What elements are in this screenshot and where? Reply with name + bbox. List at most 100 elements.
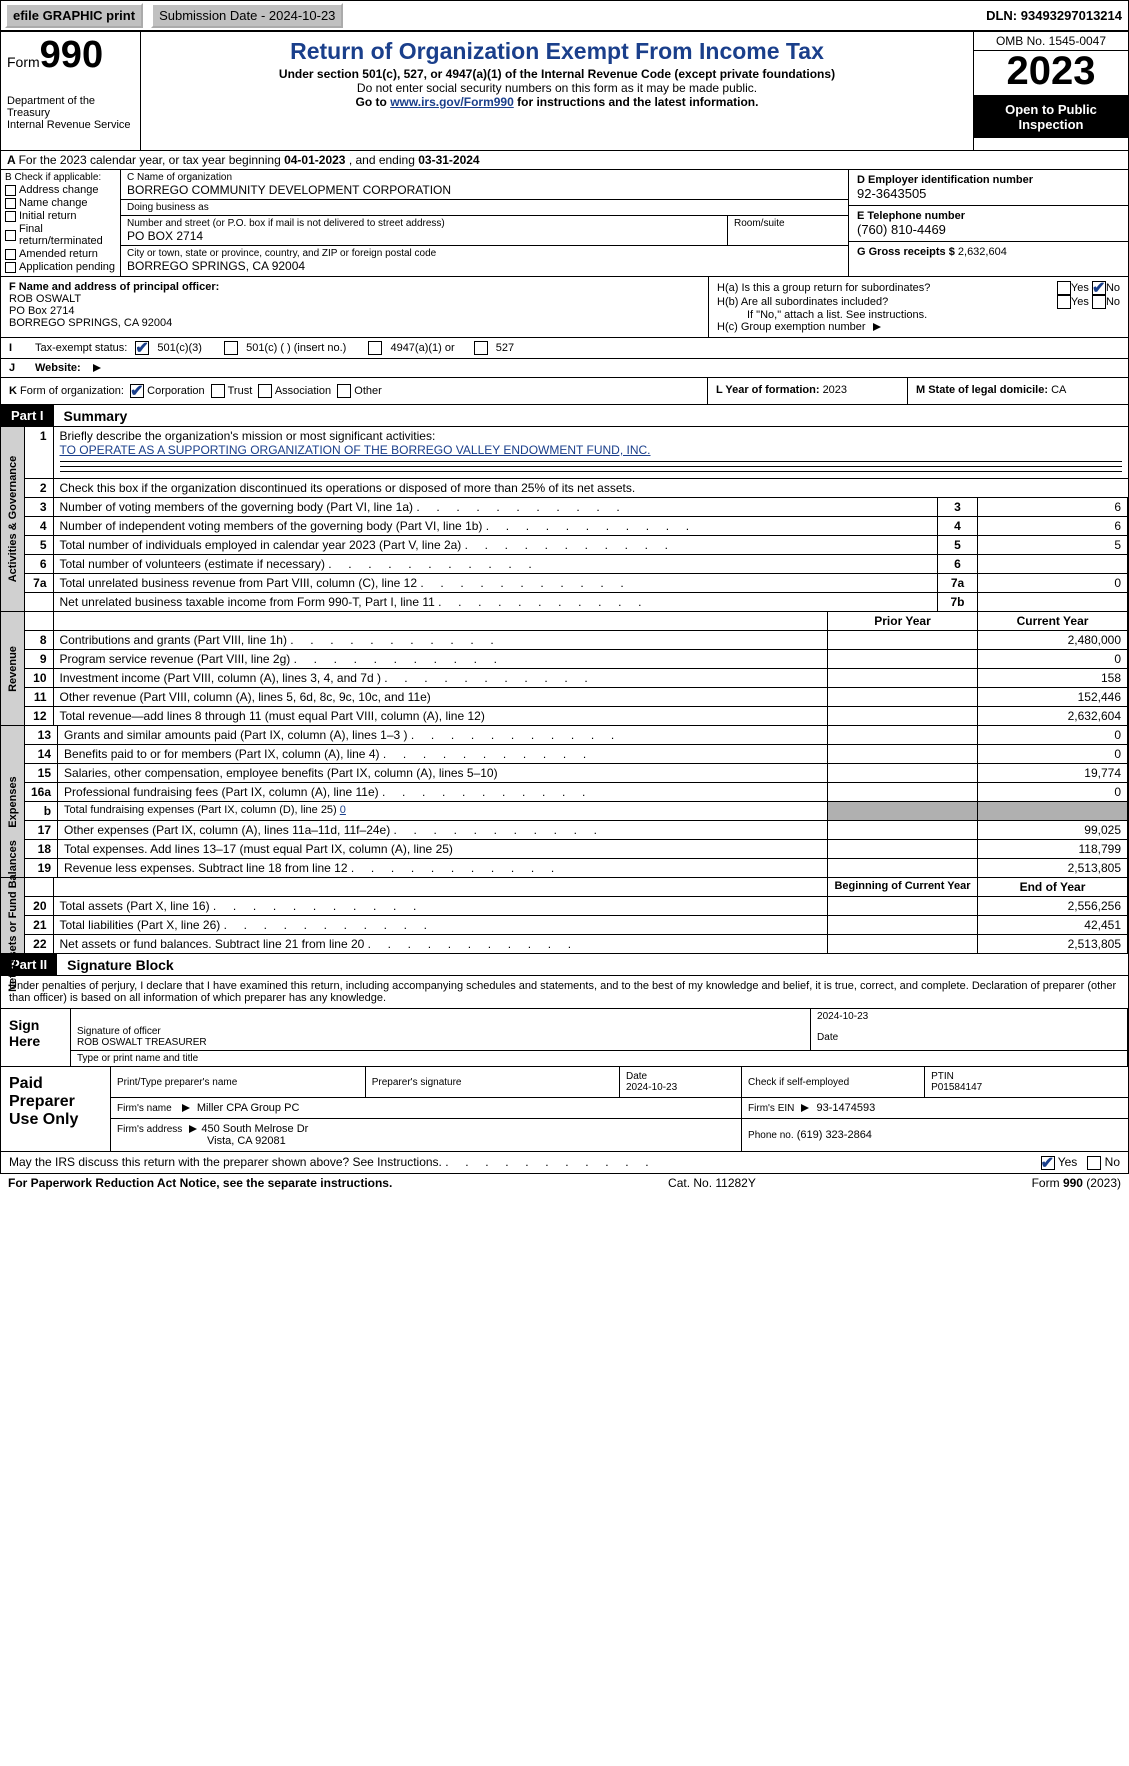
k-other-checkbox[interactable] [337, 384, 351, 398]
box-7b: 7b [938, 593, 978, 612]
part1-title: Summary [54, 408, 128, 424]
box-6: 6 [938, 555, 978, 574]
phone-label: Phone no. [748, 1130, 794, 1141]
chk-label: Final return/terminated [19, 223, 116, 247]
efile-print-button[interactable]: efile GRAPHIC print [5, 3, 143, 28]
i-label: I [9, 342, 27, 354]
j-label: J [9, 362, 27, 374]
l11-text: Other revenue (Part VIII, column (A), li… [53, 688, 828, 707]
hb-note: If "No," attach a list. See instructions… [717, 309, 1120, 321]
section-j: J Website: [0, 359, 1129, 378]
l16b-text: Total fundraising expenses (Part IX, col… [64, 804, 340, 816]
footer-right: Form 990 (2023) [1032, 1176, 1121, 1190]
chk-application-pending[interactable]: Application pending [5, 261, 116, 273]
paid-title: Paid Preparer Use Only [1, 1067, 111, 1151]
discuss-yes-checkbox[interactable] [1041, 1156, 1055, 1170]
k-corp-checkbox[interactable] [130, 384, 144, 398]
ha-yes-checkbox[interactable] [1057, 281, 1071, 295]
i-opt3: 527 [496, 342, 514, 354]
chk-amended-return[interactable]: Amended return [5, 248, 116, 260]
prep-date: 2024-10-23 [626, 1082, 677, 1093]
part1-tag: Part I [1, 405, 54, 426]
prior-year-hdr: Prior Year [828, 612, 978, 631]
v6 [978, 555, 1128, 574]
k-assoc-checkbox[interactable] [258, 384, 272, 398]
l19-text: Revenue less expenses. Subtract line 18 … [58, 859, 828, 878]
firm-addr1: 450 South Melrose Dr [201, 1123, 308, 1135]
section-b-g: B Check if applicable: Address change Na… [0, 170, 1129, 277]
p13 [828, 726, 978, 745]
line-1: Briefly describe the organization's miss… [53, 427, 1128, 479]
footer-left: For Paperwork Reduction Act Notice, see … [8, 1176, 392, 1190]
revenue-table: Prior YearCurrent Year 8Contributions an… [25, 612, 1128, 725]
i-501c-checkbox[interactable] [224, 341, 238, 355]
dln-label: DLN: [986, 8, 1021, 23]
hb-no-checkbox[interactable] [1092, 295, 1106, 309]
chk-initial-return[interactable]: Initial return [5, 210, 116, 222]
l9-text: Program service revenue (Part VIII, line… [53, 650, 828, 669]
footer-mid: Cat. No. 11282Y [392, 1176, 1031, 1190]
i-527-checkbox[interactable] [474, 341, 488, 355]
gross-label: G Gross receipts $ [857, 246, 958, 258]
i-opt1: 501(c) ( ) (insert no.) [246, 342, 346, 354]
summary-netassets: Net Assets or Fund Balances Beginning of… [0, 878, 1129, 954]
section-b-title: B Check if applicable: [5, 172, 116, 183]
irs-form990-link[interactable]: www.irs.gov/Form990 [390, 95, 514, 109]
prep-name-hdr: Print/Type preparer's name [111, 1067, 365, 1098]
line-5-num: 5 [25, 536, 53, 555]
dln-value: 93493297013214 [1021, 8, 1122, 23]
city-value: BORREGO SPRINGS, CA 92004 [127, 259, 842, 273]
line-8-num: 8 [25, 631, 53, 650]
goto-pre: Go to [356, 95, 391, 109]
ha-no-checkbox[interactable] [1092, 281, 1106, 295]
v7a: 0 [978, 574, 1128, 593]
ein-label: Firm's EIN [748, 1103, 794, 1114]
blank [53, 612, 828, 631]
chk-name-change[interactable]: Name change [5, 197, 116, 209]
row-a-label: A [7, 153, 15, 167]
chk-final-return[interactable]: Final return/terminated [5, 223, 116, 247]
p12 [828, 707, 978, 726]
hb-yes-checkbox[interactable] [1057, 295, 1071, 309]
discuss-no-checkbox[interactable] [1087, 1156, 1101, 1170]
part2-header: Part II Signature Block [0, 954, 1129, 976]
gross-value: 2,632,604 [958, 246, 1007, 258]
firm-name-cell: Firm's name Miller CPA Group PC [111, 1098, 742, 1119]
i-text: Tax-exempt status: [35, 342, 127, 354]
i-501c3-checkbox[interactable] [135, 341, 149, 355]
l6-text: Total number of volunteers (estimate if … [53, 555, 938, 574]
p22 [828, 935, 978, 954]
section-g: G Gross receipts $ 2,632,604 [849, 242, 1128, 262]
prep-date-cell: Date2024-10-23 [620, 1067, 742, 1098]
year-begin: 04-01-2023 [284, 153, 345, 167]
end-year-hdr: End of Year [978, 878, 1128, 897]
i-opt0: 501(c)(3) [157, 342, 202, 354]
ein-value: 92-3643505 [857, 186, 1120, 201]
governance-table: 1 Briefly describe the organization's mi… [25, 427, 1128, 611]
chk-address-change[interactable]: Address change [5, 184, 116, 196]
section-e: E Telephone number (760) 810-4469 [849, 206, 1128, 242]
m-val: CA [1051, 384, 1066, 396]
v9: 0 [978, 650, 1128, 669]
year-end: 03-31-2024 [418, 153, 479, 167]
k-trust-checkbox[interactable] [211, 384, 225, 398]
submission-date-label: Submission Date - [159, 8, 269, 23]
sig-officer-cell: Signature of officerROB OSWALT TREASURER [71, 1024, 811, 1051]
section-m: M State of legal domicile: CA [908, 378, 1128, 404]
line-7a-num: 7a [25, 574, 53, 593]
l16a-text: Professional fundraising fees (Part IX, … [58, 783, 828, 802]
subtitle-3: Go to www.irs.gov/Form990 for instructio… [149, 95, 965, 109]
k-opt3: Other [354, 385, 382, 397]
l3-text: Number of voting members of the governin… [53, 498, 938, 517]
l2-text: Check this box if the organization disco… [60, 481, 636, 495]
i-4947-checkbox[interactable] [368, 341, 382, 355]
goto-post: for instructions and the latest informat… [514, 95, 759, 109]
selfemp-text: Check if self-employed [748, 1077, 849, 1088]
v20: 2,556,256 [978, 897, 1128, 916]
section-i: I Tax-exempt status: 501(c)(3) 501(c) ( … [0, 338, 1129, 359]
section-h: H(a) Is this a group return for subordin… [708, 277, 1128, 337]
dba-label: Doing business as [127, 202, 842, 213]
chk-label: Name change [19, 197, 88, 209]
firm-addr-cell: Firm's address 450 South Melrose DrVista… [111, 1119, 742, 1152]
vtab-revenue: Revenue [1, 612, 25, 725]
